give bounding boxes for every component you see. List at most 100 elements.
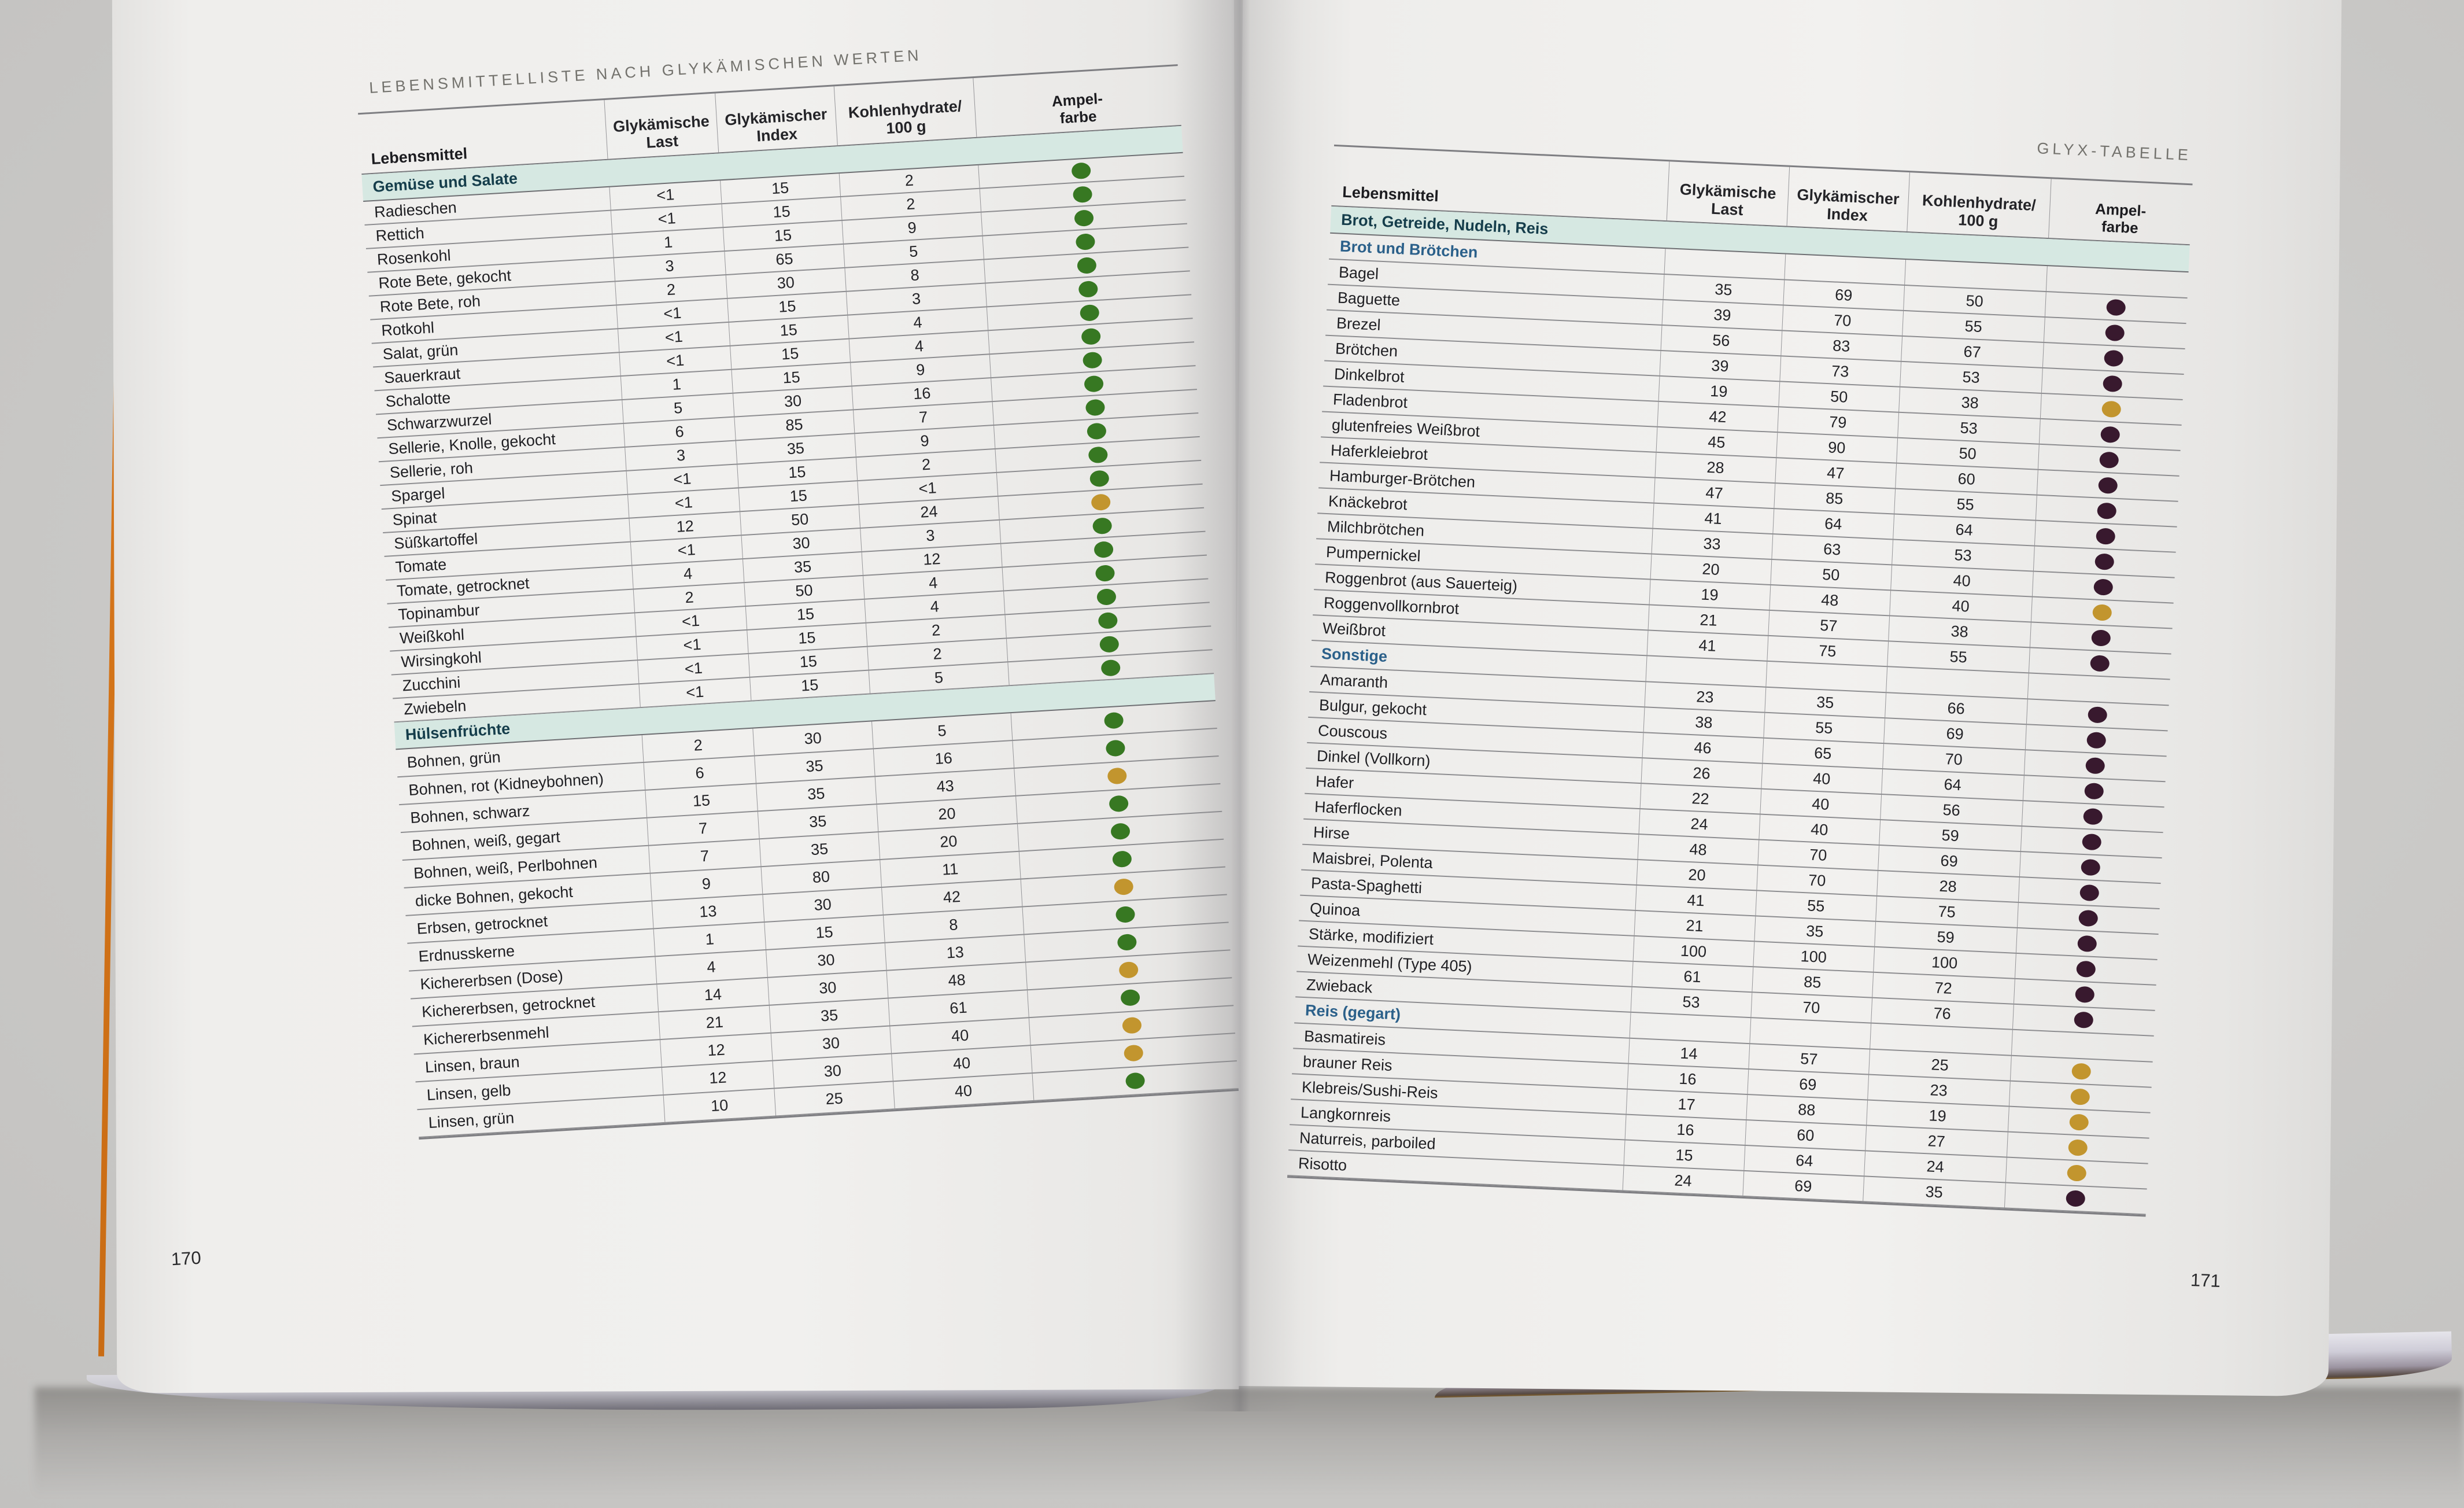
- ampel-dot: [2077, 935, 2097, 953]
- empty-cell: [1783, 254, 1905, 285]
- glycemic-index-value: 50: [1770, 559, 1892, 590]
- ampel-dot: [1114, 878, 1134, 896]
- glycemic-index-value: 64: [1772, 509, 1894, 539]
- glyx-table-left: Lebensmittel Glykämische Last Glykämisch…: [358, 64, 1239, 1140]
- ampel-dot: [2088, 706, 2108, 724]
- glycemic-index-value: 70: [1756, 865, 1878, 895]
- glycemic-index-value: 55: [1754, 891, 1876, 921]
- glycemic-load-value: 24: [1622, 1166, 1743, 1196]
- ampel-dot: [1091, 493, 1111, 511]
- ampel-dot: [2106, 298, 2126, 316]
- glycemic-load-value: 19: [1649, 580, 1770, 610]
- page-number-left: 170: [171, 1247, 202, 1270]
- glycemic-index-value: 79: [1776, 407, 1898, 437]
- column-header-glycemic-index: Glykämischer Index: [714, 86, 837, 153]
- ampel-dot: [2076, 960, 2096, 978]
- glycemic-index-value: 85: [1773, 484, 1895, 514]
- glycemic-index-value: 50: [1778, 382, 1900, 412]
- column-header-glycemic-load: Glykämische Last: [604, 93, 718, 159]
- empty-cell: [1629, 1012, 1750, 1044]
- ampel-dot: [2069, 1114, 2089, 1131]
- glycemic-index-value: 40: [1760, 764, 1882, 794]
- ampel-dot: [1112, 850, 1133, 868]
- ampel-dot: [2074, 1011, 2094, 1029]
- column-header-glycemic-index: Glykämischer Index: [1786, 167, 1909, 231]
- glycemic-load-value: 61: [1631, 961, 1753, 992]
- ampel-dot: [1115, 906, 1136, 923]
- column-header-traffic-light: Ampel- farbe: [973, 66, 1181, 137]
- column-header-carbs: Kohlenhydrate/ 100 g: [1906, 172, 2051, 238]
- ampel-dot: [2100, 426, 2121, 444]
- glycemic-load-value: 21: [1647, 605, 1769, 635]
- glycemic-load-value: 39: [1661, 300, 1783, 330]
- ampel-dot: [1110, 823, 1131, 840]
- ampel-dot: [2099, 451, 2119, 469]
- glycemic-load-value: 42: [1657, 401, 1778, 432]
- glycemic-load-value: 22: [1639, 784, 1761, 814]
- ampel-dot: [1124, 1044, 1144, 1062]
- column-header-traffic-light: Ampel- farbe: [2048, 179, 2193, 245]
- ampel-dot: [2094, 553, 2115, 570]
- glycemic-load-value: 35: [1663, 275, 1784, 305]
- ampel-dot: [1118, 961, 1139, 979]
- glycemic-index-value: 55: [1763, 713, 1885, 743]
- glycemic-load-value: 41: [1646, 631, 1768, 661]
- glycemic-index-value: 70: [1750, 993, 1872, 1023]
- table-left-body: Gemüse und Salate Radieschen <1 15 2 Rettich <…: [361, 126, 1239, 1138]
- ampel-dot: [2096, 528, 2116, 545]
- ampel-dot: [2068, 1139, 2088, 1156]
- ampel-dot: [1125, 1072, 1146, 1090]
- glycemic-load-value: 19: [1658, 376, 1779, 407]
- glycemic-index-value: 65: [1761, 738, 1883, 769]
- ampel-dot: [1074, 209, 1095, 227]
- ampel-dot: [1095, 564, 1115, 582]
- ampel-dot: [1096, 588, 1117, 606]
- ampel-dot: [1080, 304, 1100, 322]
- ampel-dot: [2104, 349, 2124, 367]
- ampel-dot: [1092, 517, 1113, 534]
- book-gutter-shadow: [1174, 0, 1301, 1411]
- ampel-dot: [1071, 161, 1092, 179]
- ampel-dot: [2085, 757, 2105, 775]
- ampel-dot: [1094, 540, 1114, 558]
- glycemic-index-value: 57: [1748, 1044, 1870, 1074]
- ampel-dot: [2086, 732, 2107, 749]
- glycemic-index-value: 40: [1758, 814, 1880, 845]
- ampel-dot: [1099, 635, 1120, 653]
- ampel-dot: [2075, 986, 2095, 1004]
- glycemic-load-value: 39: [1659, 351, 1780, 381]
- glycemic-index-value: 35: [1753, 916, 1875, 946]
- glycemic-index-value: 70: [1781, 305, 1903, 335]
- glycemic-load-value: 10: [663, 1089, 775, 1122]
- ampel-dot: [2103, 375, 2123, 393]
- ampel-dot: [1117, 933, 1137, 951]
- ampel-dot: [1087, 422, 1107, 440]
- empty-cell: [1665, 222, 1786, 253]
- glycemic-load-value: 41: [1652, 503, 1774, 534]
- glycemic-index-value: 35: [1764, 687, 1886, 718]
- ampel-dot: [1120, 989, 1141, 1006]
- glycemic-load-value: 16: [1627, 1064, 1748, 1094]
- glycemic-load-value: 56: [1660, 325, 1782, 356]
- glycemic-load-value: 20: [1636, 860, 1757, 890]
- glycemic-index-value: 47: [1774, 458, 1896, 488]
- glycemic-index-value: 40: [1759, 789, 1881, 819]
- ampel-dot: [1088, 445, 1109, 463]
- glycemic-index-value: 83: [1780, 331, 1902, 361]
- ampel-dot: [2078, 909, 2099, 927]
- glycemic-load-value: 46: [1642, 733, 1763, 763]
- glycemic-load-value: 41: [1635, 885, 1756, 916]
- glycemic-index-value: 88: [1745, 1095, 1867, 1125]
- glycemic-load-value: 17: [1626, 1089, 1747, 1119]
- glycemic-load-value: 23: [1644, 682, 1765, 712]
- glycemic-index-value: 73: [1779, 356, 1901, 386]
- glycemic-index-value: 64: [1743, 1145, 1865, 1176]
- glycemic-load-value: 33: [1651, 529, 1772, 559]
- glycemic-load-value: 15: [1623, 1140, 1745, 1170]
- ampel-dot: [2091, 629, 2111, 647]
- ampel-dot: [2067, 1164, 2087, 1182]
- ampel-dot: [2105, 324, 2125, 342]
- glycemic-load-value: 47: [1653, 478, 1775, 508]
- ampel-dot: [1098, 611, 1118, 629]
